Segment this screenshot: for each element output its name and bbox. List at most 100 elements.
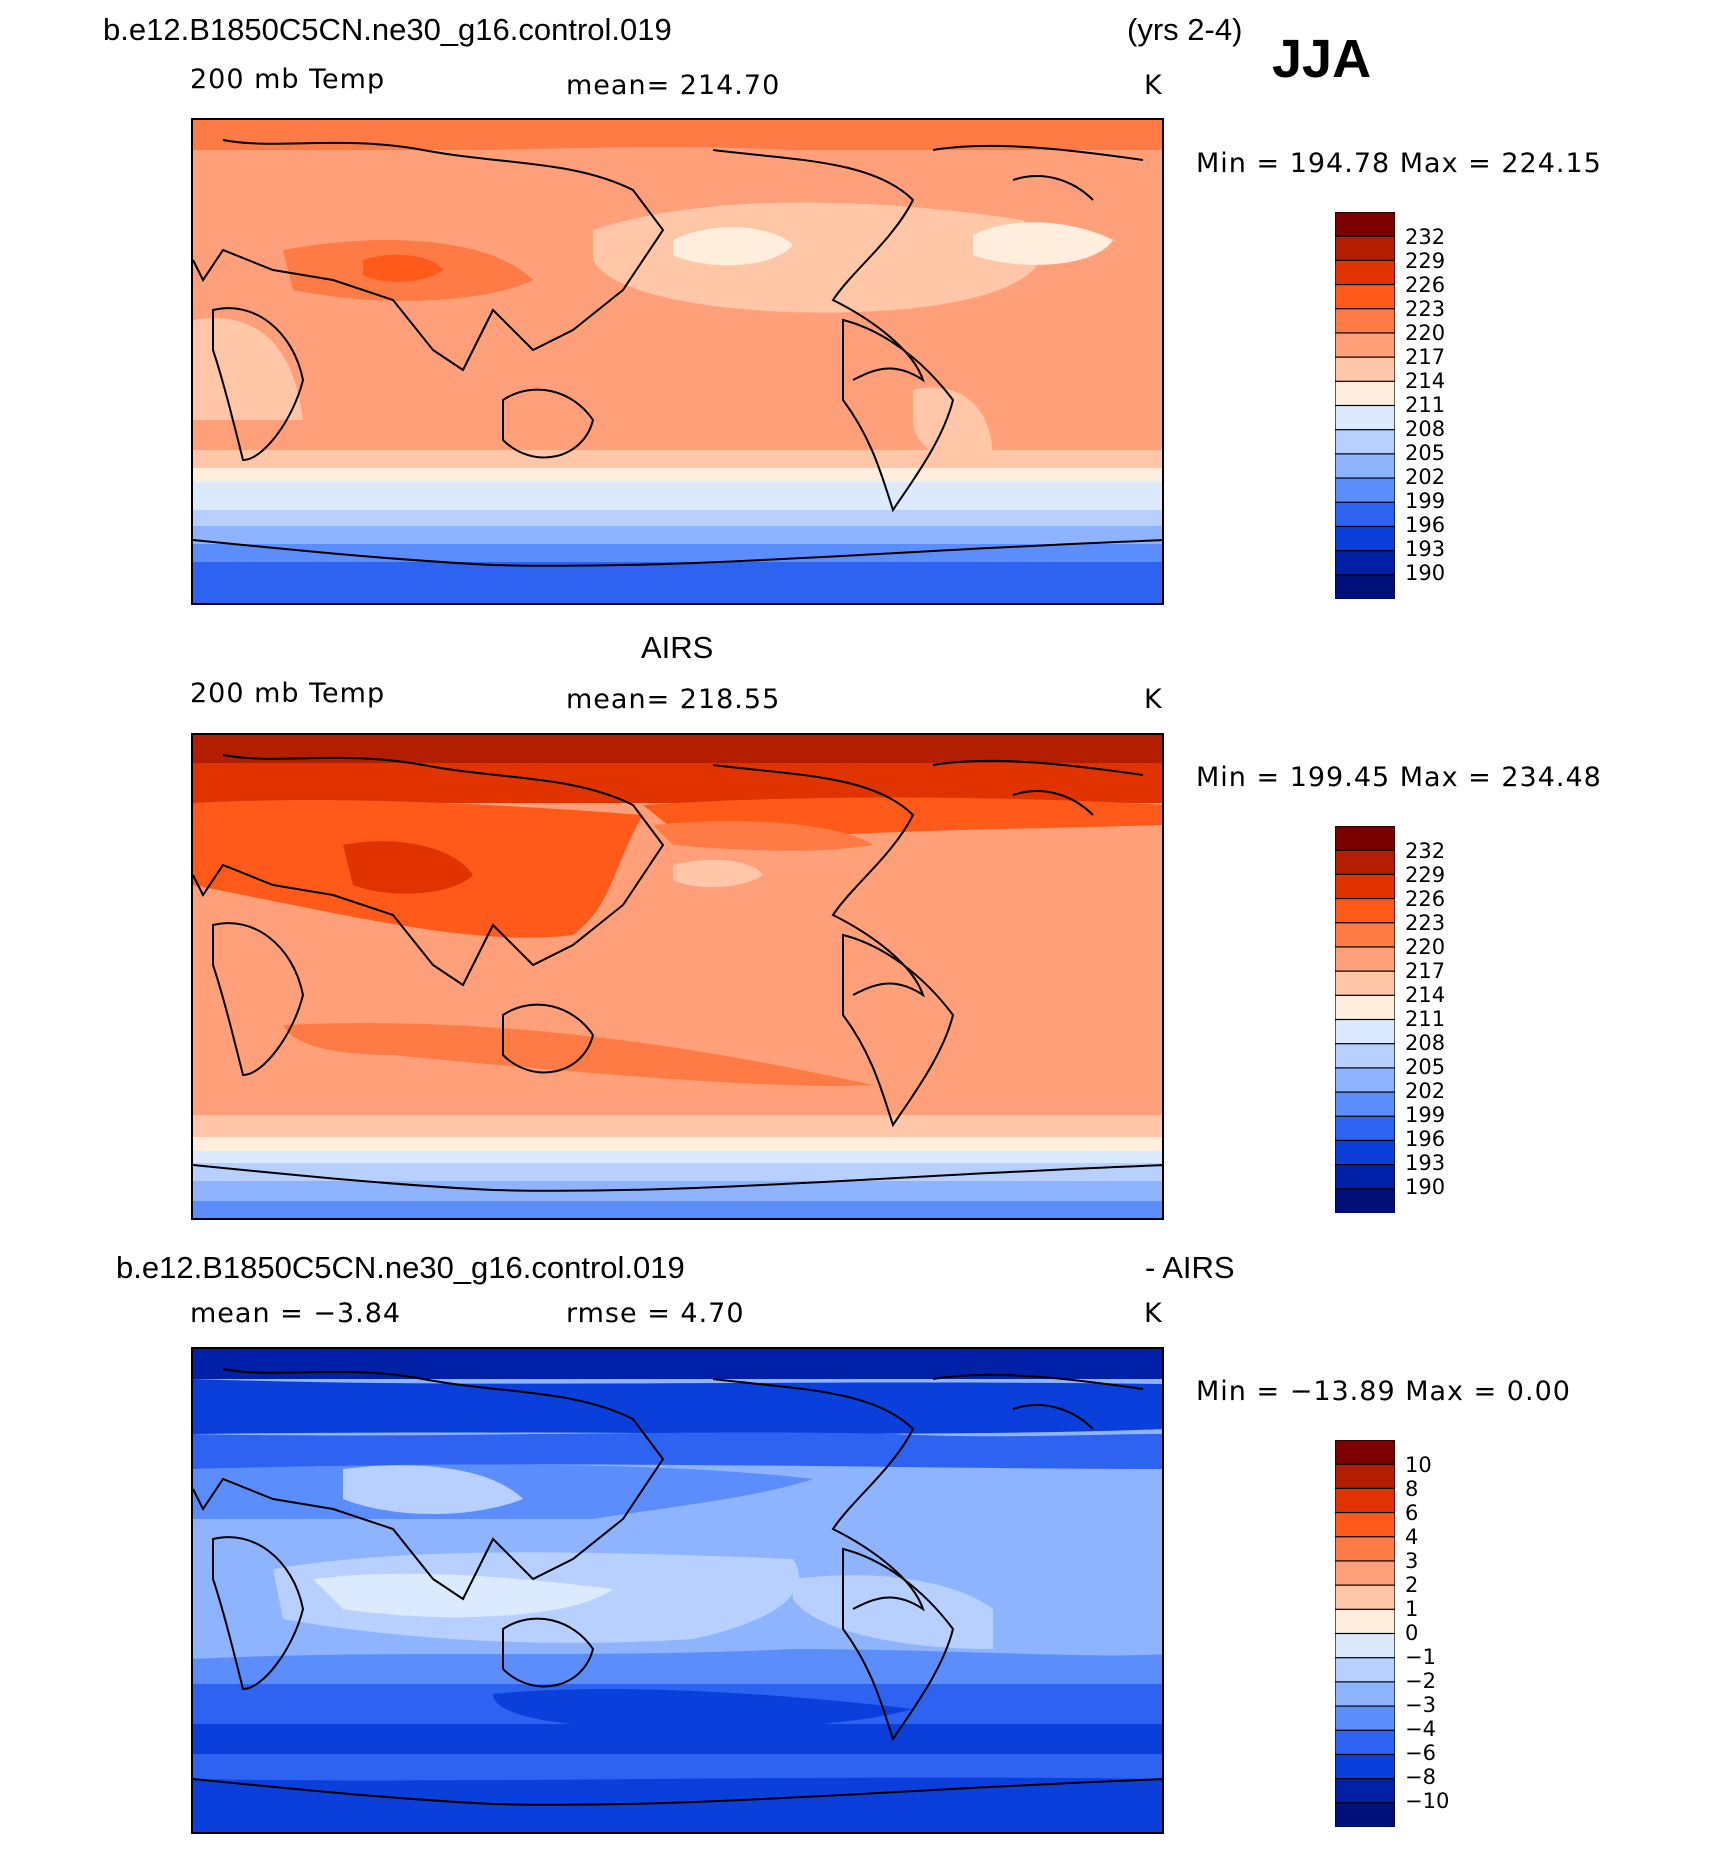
colorbar-swatch bbox=[1335, 946, 1395, 973]
colorbar-swatch bbox=[1335, 1753, 1395, 1780]
colorbar-difference bbox=[1335, 1440, 1395, 1827]
cb-label: 223 bbox=[1405, 297, 1446, 321]
cb-label: 0 bbox=[1405, 1621, 1419, 1645]
colorbar-swatch bbox=[1335, 501, 1395, 528]
colorbar-swatch bbox=[1335, 1778, 1395, 1804]
colorbar-labels-2: 232 229 226 223 220 217 214 211 208 205 … bbox=[1405, 839, 1445, 1199]
cb-label: 220 bbox=[1405, 321, 1446, 345]
cb-label: 211 bbox=[1405, 1007, 1446, 1031]
cb-label: 2 bbox=[1405, 1573, 1419, 1597]
cb-label: 10 bbox=[1405, 1453, 1432, 1477]
map-difference bbox=[191, 1347, 1164, 1834]
colorbar-swatch bbox=[1335, 897, 1395, 924]
colorbar-swatch bbox=[1335, 1139, 1395, 1166]
cb-label: 202 bbox=[1405, 1079, 1446, 1103]
cb-label: 4 bbox=[1405, 1525, 1419, 1549]
cb-label: 202 bbox=[1405, 465, 1446, 489]
airs-title: AIRS bbox=[641, 630, 714, 665]
colorbar-swatch bbox=[1335, 259, 1395, 286]
colorbar-swatch bbox=[1335, 970, 1395, 997]
variable-label-2: 200 mb Temp bbox=[190, 678, 386, 709]
colorbar-swatch bbox=[1335, 1164, 1395, 1190]
colorbar-swatch bbox=[1335, 1802, 1395, 1827]
season-label: JJA bbox=[1272, 29, 1372, 89]
cb-label: 232 bbox=[1405, 839, 1446, 863]
variable-label-1: 200 mb Temp bbox=[190, 64, 386, 95]
cb-label: 214 bbox=[1405, 369, 1446, 393]
cb-label: 6 bbox=[1405, 1501, 1419, 1525]
cb-label: 226 bbox=[1405, 887, 1446, 911]
colorbar-model bbox=[1335, 212, 1395, 599]
cb-label: 199 bbox=[1405, 1103, 1446, 1127]
colorbar-swatch bbox=[1335, 308, 1395, 335]
colorbar-swatch bbox=[1335, 283, 1395, 310]
cb-label: −4 bbox=[1405, 1717, 1436, 1741]
diff-suffix: - AIRS bbox=[1145, 1250, 1235, 1285]
colorbar-swatch bbox=[1335, 1608, 1395, 1635]
units-label-3: K bbox=[1144, 1298, 1163, 1329]
cb-label: −10 bbox=[1405, 1789, 1450, 1813]
colorbar-labels-3: 10 8 6 4 3 2 1 0 −1 −2 −3 −4 −6 −8 −10 bbox=[1405, 1453, 1449, 1813]
colorbar-swatch bbox=[1335, 1584, 1395, 1611]
colorbar-swatch bbox=[1335, 1560, 1395, 1587]
colorbar-swatch bbox=[1335, 380, 1395, 407]
cb-label: 229 bbox=[1405, 863, 1446, 887]
cb-label: 232 bbox=[1405, 225, 1446, 249]
colorbar-swatch bbox=[1335, 404, 1395, 431]
cb-label: −1 bbox=[1405, 1645, 1436, 1669]
colorbar-swatch bbox=[1335, 1188, 1395, 1213]
rmse-label: rmse = 4.70 bbox=[566, 1298, 745, 1329]
colorbar-swatch bbox=[1335, 1440, 1395, 1466]
colorbar-swatch bbox=[1335, 550, 1395, 576]
colorbar-swatch bbox=[1335, 922, 1395, 949]
cb-label: 205 bbox=[1405, 441, 1446, 465]
colorbar-swatch bbox=[1335, 1463, 1395, 1490]
colorbar-swatch bbox=[1335, 873, 1395, 900]
units-label-1: K bbox=[1144, 70, 1163, 101]
colorbar-swatch bbox=[1335, 1705, 1395, 1732]
cb-label: 217 bbox=[1405, 959, 1446, 983]
case-title-1: b.e12.B1850C5CN.ne30_g16.control.019 bbox=[103, 12, 672, 47]
cb-label: 220 bbox=[1405, 935, 1446, 959]
colorbar-swatch bbox=[1335, 574, 1395, 599]
colorbar-swatch bbox=[1335, 1681, 1395, 1708]
colorbar-swatch bbox=[1335, 849, 1395, 876]
minmax-label-1: Min = 194.78 Max = 224.15 bbox=[1196, 148, 1602, 179]
colorbar-swatch bbox=[1335, 1091, 1395, 1118]
cb-label: 208 bbox=[1405, 417, 1446, 441]
colorbar-swatch bbox=[1335, 994, 1395, 1021]
colorbar-swatch bbox=[1335, 235, 1395, 262]
cb-label: 193 bbox=[1405, 1151, 1446, 1175]
cb-label: 211 bbox=[1405, 393, 1446, 417]
cb-label: −6 bbox=[1405, 1741, 1436, 1765]
cb-label: 214 bbox=[1405, 983, 1446, 1007]
cb-label: 196 bbox=[1405, 513, 1446, 537]
cb-label: 205 bbox=[1405, 1055, 1446, 1079]
minmax-label-3: Min = −13.89 Max = 0.00 bbox=[1196, 1376, 1571, 1407]
colorbar-swatch bbox=[1335, 1632, 1395, 1659]
map-model bbox=[191, 118, 1164, 605]
mean-label-1: mean= 214.70 bbox=[566, 70, 781, 101]
cb-label: 217 bbox=[1405, 345, 1446, 369]
colorbar-swatch bbox=[1335, 1729, 1395, 1756]
colorbar-swatch bbox=[1335, 1018, 1395, 1045]
cb-label: 1 bbox=[1405, 1597, 1419, 1621]
colorbar-swatch bbox=[1335, 1043, 1395, 1069]
colorbar-swatch bbox=[1335, 477, 1395, 504]
colorbar-swatch bbox=[1335, 356, 1395, 383]
cb-label: −3 bbox=[1405, 1693, 1436, 1717]
case-title-3: b.e12.B1850C5CN.ne30_g16.control.019 bbox=[116, 1250, 685, 1285]
cb-label: −8 bbox=[1405, 1765, 1436, 1789]
units-label-2: K bbox=[1144, 684, 1163, 715]
cb-label: 226 bbox=[1405, 273, 1446, 297]
map-airs bbox=[191, 733, 1164, 1220]
cb-label: 208 bbox=[1405, 1031, 1446, 1055]
cb-label: 190 bbox=[1405, 561, 1446, 585]
colorbar-swatch bbox=[1335, 1487, 1395, 1514]
minmax-label-2: Min = 199.45 Max = 234.48 bbox=[1196, 762, 1602, 793]
cb-label: 223 bbox=[1405, 911, 1446, 935]
mean-label-3: mean = −3.84 bbox=[190, 1298, 402, 1329]
colorbar-swatch bbox=[1335, 453, 1395, 480]
colorbar-labels-1: 232 229 226 223 220 217 214 211 208 205 … bbox=[1405, 225, 1445, 585]
colorbar-swatch bbox=[1335, 1536, 1395, 1563]
